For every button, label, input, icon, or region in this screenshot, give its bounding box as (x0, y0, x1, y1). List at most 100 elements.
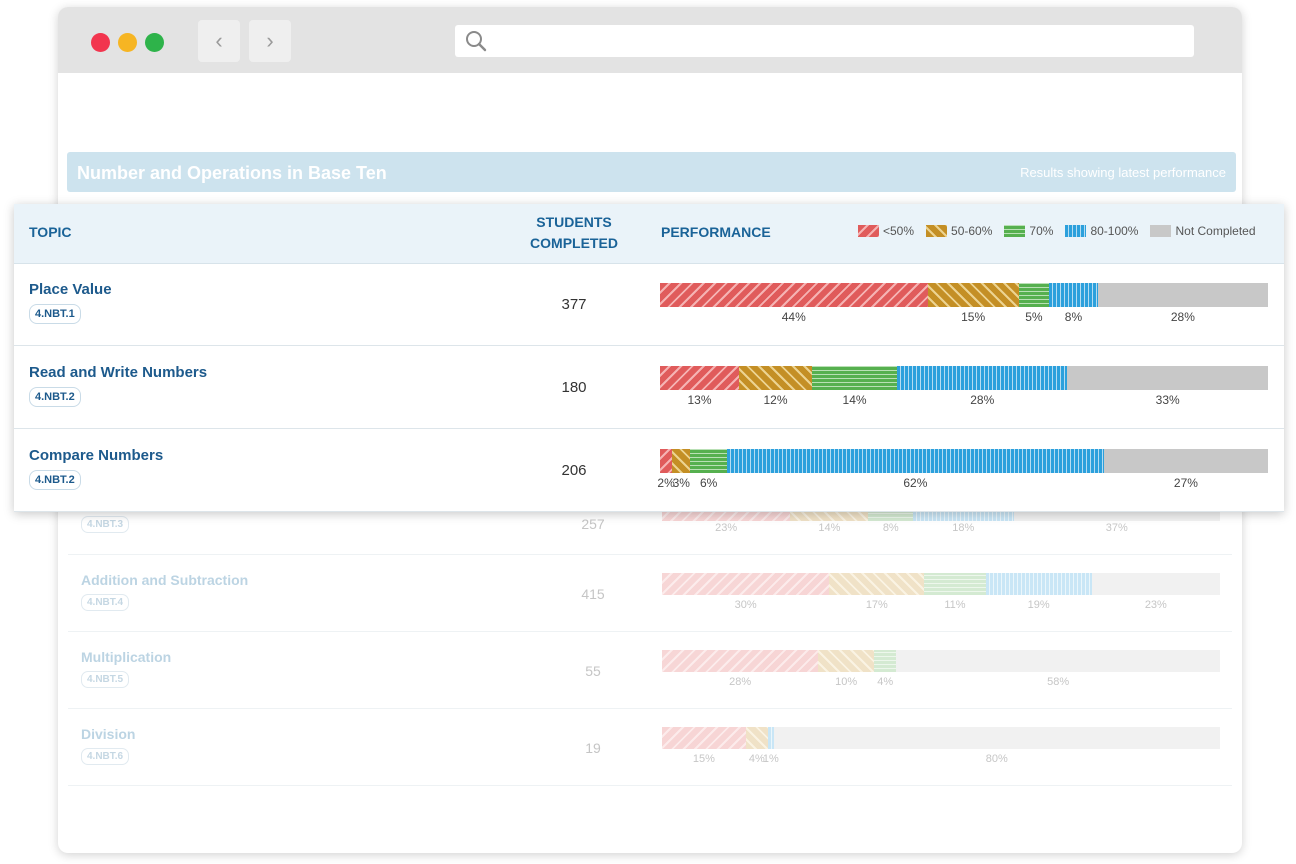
segment-percent-label: 10% (835, 676, 858, 688)
bar-segment-below-50 (662, 509, 791, 521)
segment-percent-label: 12% (763, 393, 788, 407)
segment-percent-label: 2% (657, 476, 675, 490)
segment-percent-label: 62% (903, 476, 928, 490)
segment-percent-label: 58% (1047, 676, 1070, 688)
legend-swatch (926, 225, 948, 237)
bar-segment-not-completed (1013, 509, 1220, 521)
table-row[interactable]: Place Value 4.NBT.1 377 44% 15% 5% 8% 28% (14, 263, 1284, 346)
table-row: Multiplication 4.NBT.5 55 28% 10% 4% 58% (68, 631, 1232, 709)
bar-segment-80-100[interactable] (897, 366, 1068, 390)
performance-bar (662, 509, 1220, 521)
performance-table: TOPIC STUDENTS COMPLETED PERFORMANCE <50… (14, 204, 1284, 512)
performance-column-header: PERFORMANCE (661, 224, 771, 240)
students-column-header: STUDENTS COMPLETED (520, 212, 628, 254)
maximize-window-button[interactable] (145, 33, 164, 52)
performance-bar (662, 650, 1220, 672)
legend-label: 50-60% (951, 224, 993, 238)
bar-segment-50-60[interactable] (672, 449, 691, 473)
performance-labels: 2% 3% 6% 62% 27% (657, 476, 1268, 490)
topic-link[interactable]: Read and Write Numbers (29, 364, 208, 381)
bar-segment-50-60[interactable] (927, 283, 1019, 307)
address-bar[interactable] (455, 25, 1194, 57)
segment-percent-label: 4% (877, 676, 894, 688)
students-header-line2: COMPLETED (530, 235, 618, 251)
segment-percent-label: 3% (672, 476, 690, 490)
bar-segment-below-50[interactable] (660, 366, 740, 390)
standard-code-badge: 4.NBT.5 (81, 671, 130, 688)
students-completed-count: 55 (585, 663, 601, 679)
table-row: 4.NBT.3 257 23% 14% 8% 18% 37% (68, 461, 1232, 555)
bar-segment-50-60 (790, 509, 869, 521)
chevron-left-icon: ‹ (215, 28, 223, 53)
chevron-right-icon: › (266, 28, 274, 53)
bar-segment-80-100 (913, 509, 1014, 521)
table-row: Division 4.NBT.6 19 15% 4% 1% 80% (68, 708, 1232, 786)
performance-labels: 30% 17% 11% 19% 23% (662, 599, 1220, 613)
segment-percent-label: 37% (1105, 522, 1128, 534)
legend-swatch (1004, 225, 1026, 237)
performance-bar (660, 366, 1268, 390)
students-header-line1: STUDENTS (536, 214, 612, 230)
bar-segment-80-100[interactable] (726, 449, 1104, 473)
segment-percent-label: 23% (1144, 599, 1167, 611)
bar-segment-below-50 (662, 573, 830, 595)
topic-label: Multiplication (81, 649, 172, 665)
segment-percent-label: 1% (762, 753, 779, 765)
legend-label: 80-100% (1090, 224, 1139, 238)
bar-segment-70 (924, 573, 986, 595)
legend-item-80-100: 80-100% (1065, 224, 1138, 238)
bar-segment-not-completed (896, 650, 1220, 672)
performance-bar (660, 449, 1268, 473)
bar-segment-50-60 (745, 727, 768, 749)
segment-percent-label: 28% (729, 676, 752, 688)
students-completed-count: 415 (581, 586, 605, 602)
bar-segment-50-60 (818, 650, 875, 672)
topic-label: Division (81, 726, 136, 742)
segment-percent-label: 4% (748, 753, 765, 765)
students-completed-count: 180 (561, 379, 587, 396)
segment-percent-label: 6% (699, 476, 718, 490)
segment-percent-label: 8% (882, 522, 899, 534)
segment-percent-label: 30% (734, 599, 757, 611)
bar-segment-70[interactable] (811, 366, 898, 390)
section-header: Number and Operations in Base Ten Result… (67, 152, 1236, 192)
bar-segment-not-completed[interactable] (1097, 283, 1268, 307)
section-note: Results showing latest performance (1020, 165, 1226, 180)
students-completed-count: 206 (561, 462, 587, 479)
performance-labels: 13% 12% 14% 28% 33% (660, 393, 1268, 407)
bar-segment-70 (868, 509, 914, 521)
students-completed-count: 19 (585, 740, 601, 756)
bar-segment-70[interactable] (690, 449, 727, 473)
table-row[interactable]: Read and Write Numbers 4.NBT.2 180 13% 12% 14… (14, 346, 1284, 429)
segment-percent-label: 5% (1025, 310, 1043, 324)
topic-link[interactable]: Compare Numbers (29, 447, 164, 464)
performance-bar (662, 573, 1220, 595)
segment-percent-label: 15% (961, 310, 986, 324)
standard-code-badge: 4.NBT.2 (29, 387, 81, 407)
performance-bar (660, 283, 1268, 307)
segment-percent-label: 14% (818, 522, 841, 534)
topic-link[interactable]: Place Value (29, 281, 112, 298)
bar-segment-not-completed[interactable] (1067, 366, 1268, 390)
bar-segment-80-100[interactable] (1049, 283, 1098, 307)
legend-item-not-completed: Not Completed (1150, 224, 1256, 238)
segment-percent-label: 44% (781, 310, 806, 324)
bar-segment-50-60[interactable] (739, 366, 812, 390)
standard-code-badge: 4.NBT.6 (81, 748, 130, 765)
bar-segment-70[interactable] (1018, 283, 1050, 307)
bar-segment-not-completed[interactable] (1103, 449, 1268, 473)
close-window-button[interactable] (91, 33, 110, 52)
segment-percent-label: 19% (1027, 599, 1050, 611)
bar-segment-below-50[interactable] (660, 283, 928, 307)
back-button[interactable]: ‹ (198, 20, 240, 62)
segment-percent-label: 28% (1170, 310, 1195, 324)
legend-item-below-50: <50% (858, 224, 914, 238)
legend-item-70: 70% (1004, 224, 1053, 238)
legend-label: Not Completed (1175, 224, 1256, 238)
segment-percent-label: 13% (687, 393, 712, 407)
section-title: Number and Operations in Base Ten (77, 163, 387, 183)
minimize-window-button[interactable] (118, 33, 137, 52)
table-row[interactable]: Compare Numbers 4.NBT.2 206 2% 3% 6% 62% 27% (14, 429, 1284, 512)
forward-button[interactable]: › (249, 20, 291, 62)
bar-segment-below-50[interactable] (660, 449, 673, 473)
